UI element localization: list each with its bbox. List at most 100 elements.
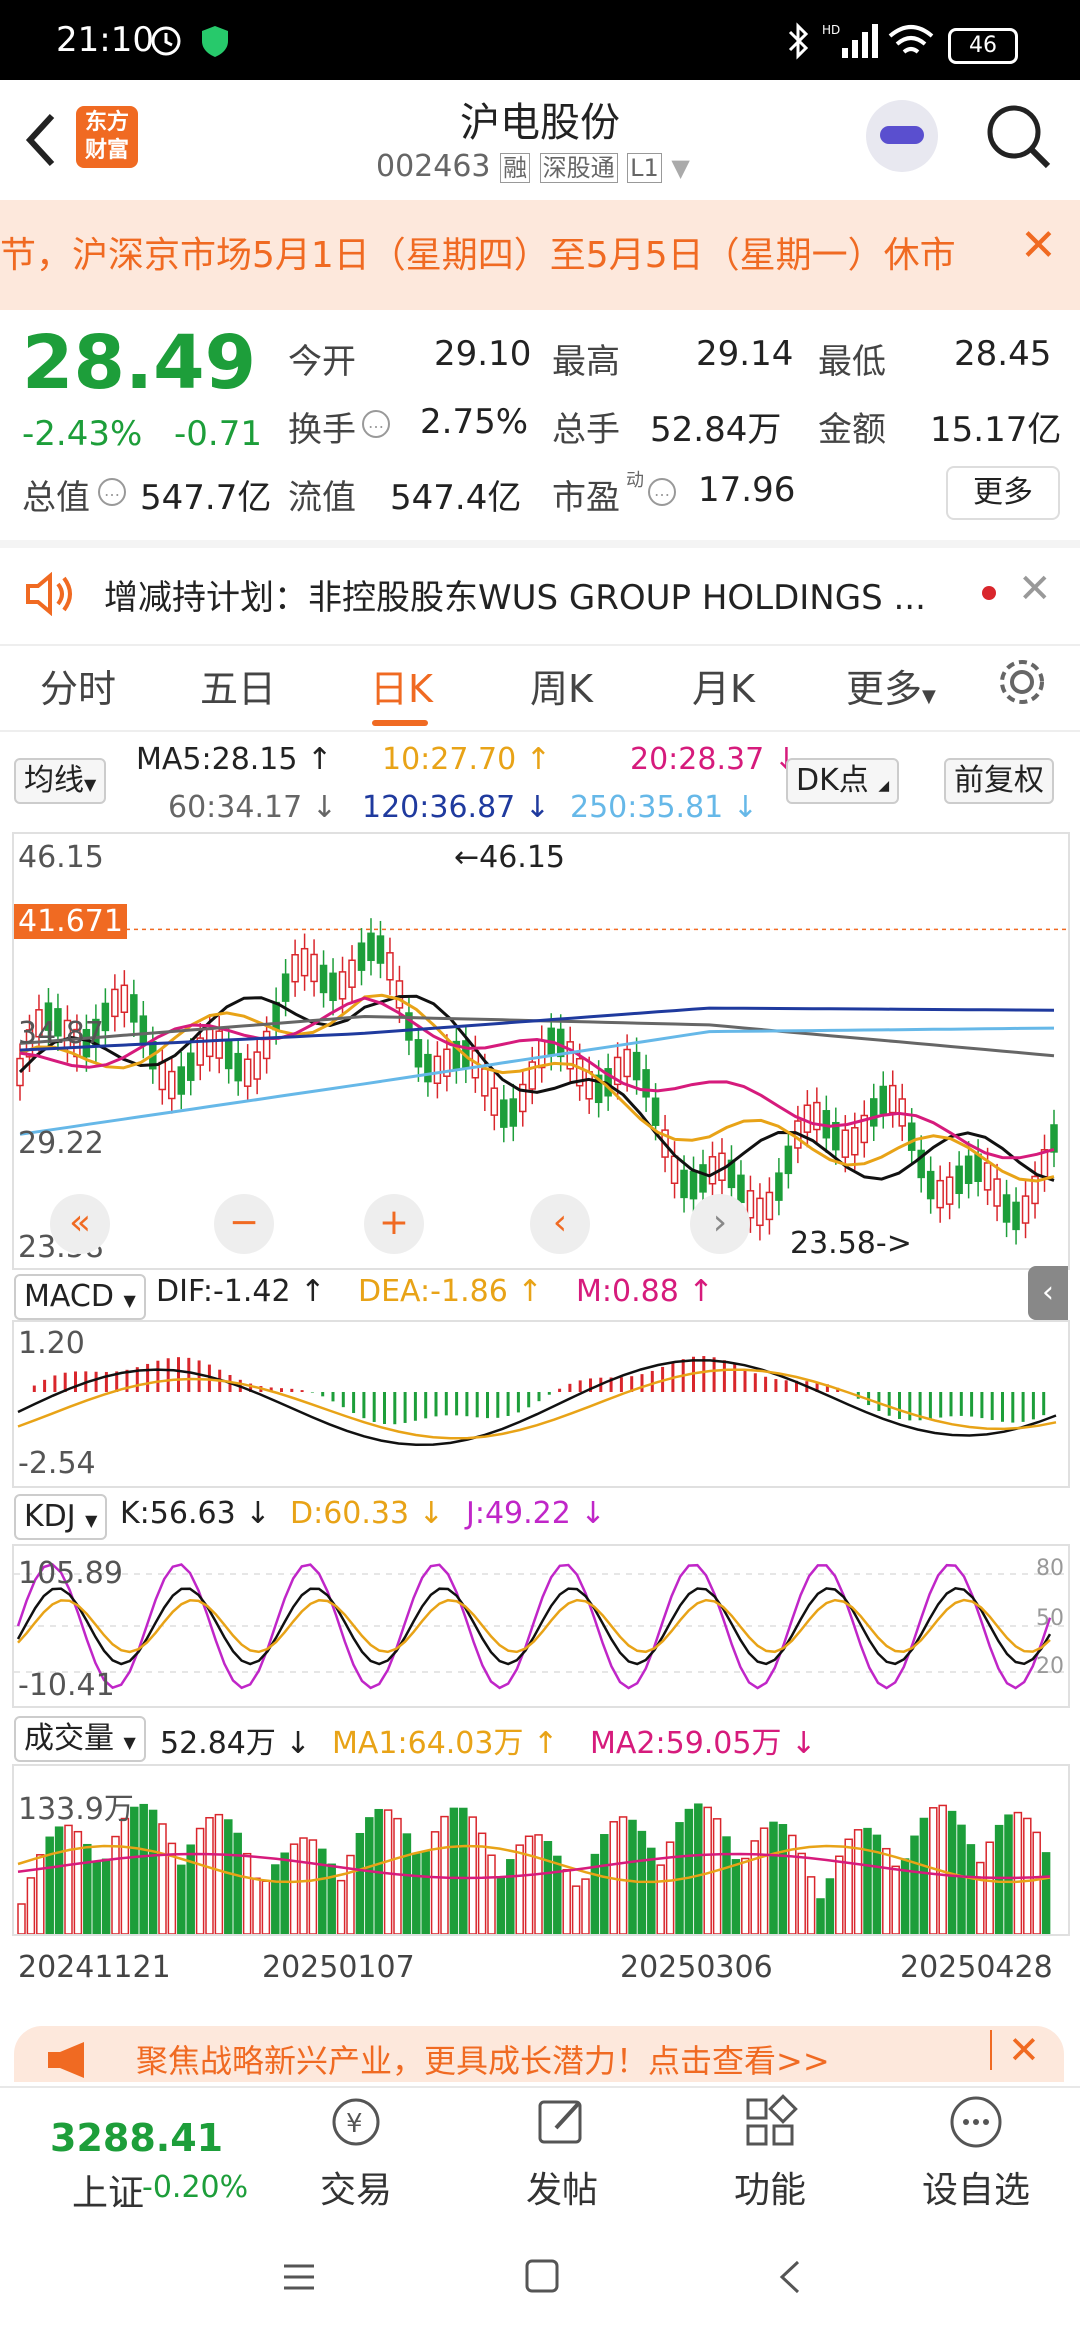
back-arrow-icon[interactable] — [20, 110, 60, 170]
volume-bar — [647, 1847, 656, 1934]
candle — [54, 1008, 62, 1037]
high-value: 29.14 — [696, 334, 794, 374]
more-button[interactable]: 更多 — [946, 466, 1060, 520]
info-icon[interactable]: … — [362, 410, 390, 438]
volume-bar — [872, 1834, 882, 1934]
amount-value: 15.17亿 — [930, 410, 1062, 450]
status-bar: 21:10 HD 46 — [0, 0, 1080, 80]
volume-bar — [835, 1855, 844, 1934]
home-icon[interactable] — [524, 2258, 560, 2294]
ma-select[interactable]: 均线▼ — [14, 758, 107, 804]
info-icon[interactable]: … — [98, 478, 126, 506]
volume-value: 52.84万 — [650, 410, 782, 450]
close-icon[interactable]: ✕ — [1000, 220, 1057, 271]
adjust-select[interactable]: 前复权 — [944, 758, 1054, 804]
candle — [784, 1145, 793, 1175]
menu-icon[interactable] — [282, 2260, 316, 2294]
macd-panel[interactable]: 1.20 -2.54 — [12, 1320, 1070, 1488]
candle — [623, 1048, 631, 1078]
candle — [205, 1028, 214, 1058]
dk-label: DK点 — [796, 763, 869, 798]
ad-banner[interactable]: 聚焦战略新兴产业，更具成长潜力！点击查看>> ✕ — [14, 2026, 1064, 2082]
ma-select-label: 均线 — [24, 763, 84, 798]
volume-bar — [261, 1880, 271, 1934]
tab-more[interactable]: 更多▼ — [846, 658, 936, 713]
volume-panel[interactable]: 133.9万 — [12, 1764, 1070, 1936]
nav-post[interactable]: 发帖 — [492, 2092, 632, 2213]
info-icon[interactable]: … — [648, 478, 676, 506]
volume-bar — [712, 1818, 722, 1934]
tab-daily-k[interactable]: 日K — [370, 667, 433, 711]
candle — [82, 1028, 91, 1058]
kdj-panel[interactable]: 105.89 -10.41 80 50 20 — [12, 1544, 1070, 1708]
volume-label: 成交量 — [24, 1721, 114, 1756]
candle — [964, 1155, 973, 1184]
zoom-in-button[interactable]: + — [364, 1194, 424, 1254]
scroll-start-button[interactable]: « — [50, 1194, 110, 1254]
volume-select[interactable]: 成交量 ▼ — [14, 1716, 146, 1762]
volume-bar — [195, 1827, 205, 1934]
candle — [253, 1051, 261, 1080]
shield-icon — [202, 26, 228, 57]
candle — [832, 1121, 840, 1151]
ma250-text: 250:35.81 — [570, 790, 724, 825]
tab-five-day[interactable]: 五日 — [200, 667, 277, 711]
volume-bar — [26, 1877, 36, 1934]
tab-more-label: 更多 — [846, 667, 923, 711]
collapse-panel-button[interactable]: ‹ — [1028, 1266, 1068, 1320]
search-icon[interactable] — [984, 102, 1054, 172]
candle — [281, 973, 290, 1002]
volume-bar — [271, 1864, 280, 1934]
scroll-left-button[interactable]: ‹ — [530, 1194, 590, 1254]
y-label-mid: 34.87 — [18, 1016, 104, 1051]
plan-banner[interactable]: 增减持计划：非控股股东WUS GROUP HOLDINGS ... ✕ — [0, 540, 1080, 646]
ma120-value: 120:36.87 ↓ — [362, 790, 550, 825]
ma5-text: MA5:28.15 — [136, 742, 298, 777]
volume-bar — [581, 1878, 590, 1934]
volume-bar — [83, 1843, 92, 1934]
candle — [424, 1053, 432, 1083]
nav-function-label: 功能 — [733, 2170, 806, 2211]
ma60-value: 60:34.17 ↓ — [168, 790, 337, 825]
nav-watchlist[interactable]: 设自选 — [906, 2092, 1046, 2213]
kdj-select[interactable]: KDJ ▼ — [14, 1494, 108, 1540]
logo-text-1: 东方 — [84, 110, 129, 135]
macd-select[interactable]: MACD ▼ — [14, 1274, 146, 1320]
candle — [651, 1097, 660, 1126]
mktcap-label: 总值 — [22, 478, 90, 518]
scroll-right-button[interactable]: › — [690, 1194, 750, 1254]
stock-code: 002463 — [376, 149, 491, 184]
robot-avatar-icon[interactable] — [866, 100, 938, 172]
volume-bar — [919, 1817, 929, 1934]
volume-bar — [816, 1898, 825, 1934]
margin-tag: 融 — [500, 153, 531, 183]
candle — [1002, 1194, 1011, 1223]
dk-select[interactable]: DK点 ◢ — [786, 758, 900, 804]
gear-icon[interactable] — [996, 656, 1048, 708]
tab-monthly-k[interactable]: 月K — [692, 667, 755, 711]
market-notice[interactable]: 节，沪深京市场5月1日（星期四）至5月5日（星期一）休市 ✕ — [0, 200, 1080, 310]
index-value[interactable]: 3288.41 — [50, 2116, 224, 2160]
zoom-out-button[interactable]: − — [214, 1194, 274, 1254]
back-icon[interactable] — [774, 2258, 804, 2296]
volume-bar — [299, 1837, 308, 1934]
volume-bar — [73, 1830, 83, 1934]
tab-intraday[interactable]: 分时 — [40, 667, 117, 711]
nav-trade[interactable]: ¥ 交易 — [286, 2092, 426, 2213]
kline-panel[interactable]: 46.15 41.671 34.87 29.22 23.58 ←46.15 23… — [12, 832, 1070, 1270]
volume-bar — [571, 1885, 581, 1934]
index-name[interactable]: 上证 — [72, 2173, 145, 2214]
tab-weekly-k[interactable]: 周K — [530, 667, 593, 711]
float-value: 547.4亿 — [390, 478, 522, 518]
macd-chart — [17, 1356, 1057, 1447]
close-icon[interactable]: ✕ — [1008, 2028, 1040, 2072]
nav-function[interactable]: 功能 — [700, 2092, 840, 2213]
candle — [993, 1178, 1001, 1207]
close-icon[interactable]: ✕ — [1018, 566, 1052, 612]
candle — [130, 994, 138, 1023]
candle — [158, 1061, 167, 1091]
kdj-d-line — [17, 1598, 1051, 1654]
volume-bar — [468, 1816, 477, 1934]
stock-code-row[interactable]: 002463 融 深股通 L1 ▼ — [376, 148, 690, 184]
volume-bar — [440, 1815, 449, 1934]
